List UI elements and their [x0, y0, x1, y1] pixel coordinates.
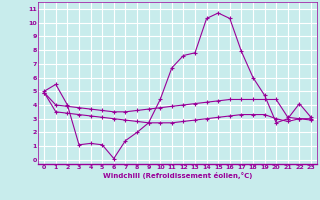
X-axis label: Windchill (Refroidissement éolien,°C): Windchill (Refroidissement éolien,°C)	[103, 172, 252, 179]
